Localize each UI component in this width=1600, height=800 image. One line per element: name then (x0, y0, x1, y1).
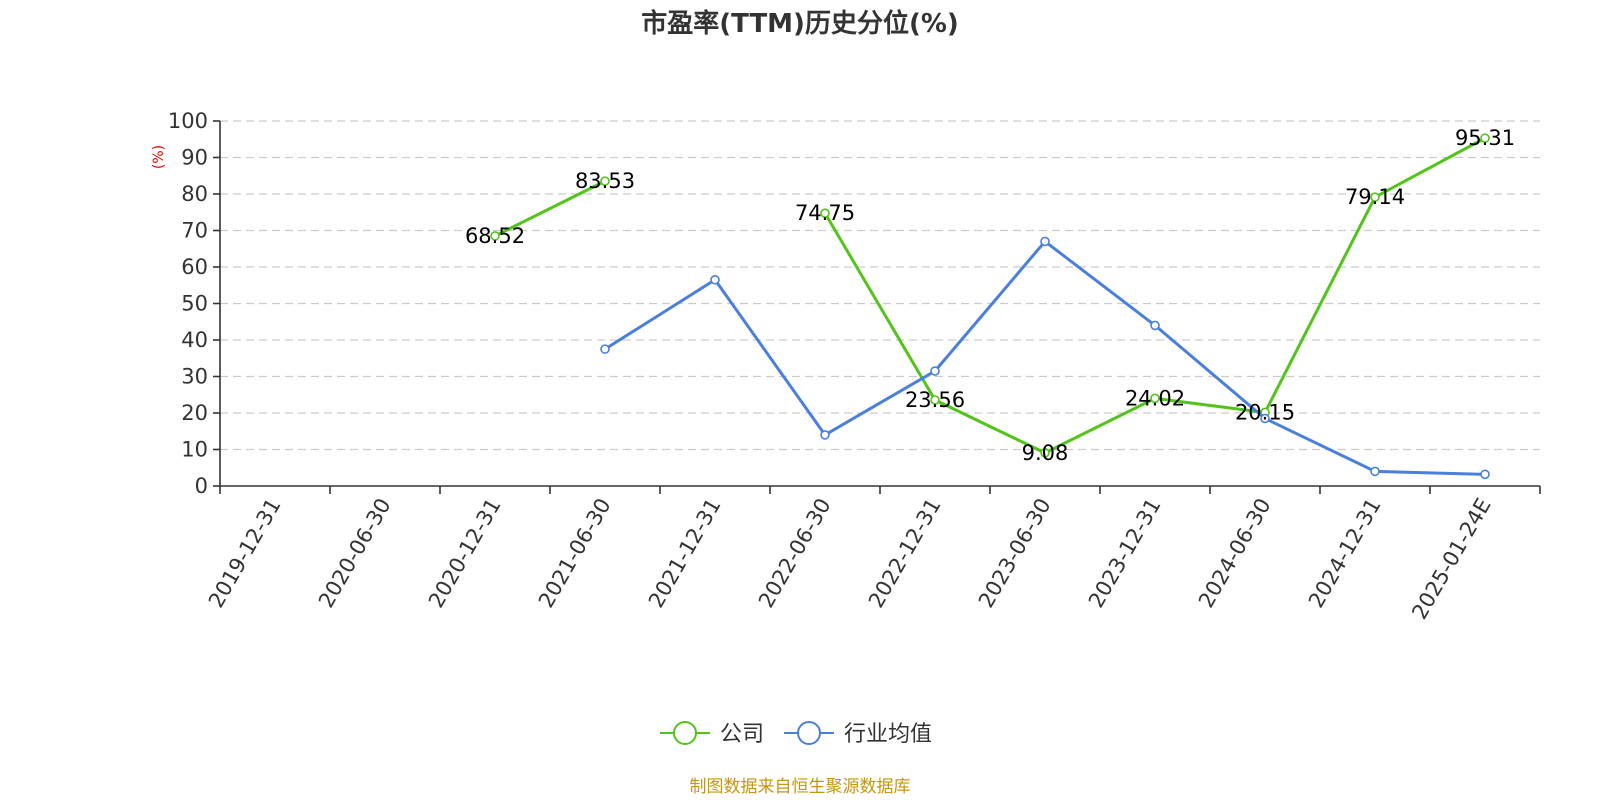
y-tick-label: 20 (181, 401, 208, 425)
chart-title: 市盈率(TTM)历史分位(%) (641, 8, 959, 39)
data-label: 24.02 (1125, 386, 1185, 410)
data-point[interactable] (1370, 192, 1380, 202)
data-point[interactable] (1480, 133, 1490, 143)
legend-marker-icon (673, 721, 697, 745)
data-point[interactable] (600, 176, 610, 186)
legend-item-industry-average[interactable]: 行业均值 (784, 721, 932, 747)
data-label: 95.31 (1455, 126, 1515, 150)
x-tick-label: 2024-06-30 (1194, 494, 1276, 612)
x-tick-label: 2020-12-31 (424, 494, 506, 612)
data-point[interactable] (600, 344, 610, 354)
data-point[interactable] (1260, 413, 1270, 424)
legend-marker-icon (797, 721, 822, 745)
data-label: 23.56 (905, 388, 965, 412)
x-tick-label: 2022-06-30 (754, 494, 836, 612)
data-point[interactable] (1040, 448, 1050, 458)
legend-item-company[interactable]: 公司 (660, 721, 764, 747)
data-point[interactable] (820, 430, 830, 440)
data-point[interactable] (1150, 320, 1160, 331)
y-tick-label: 10 (181, 438, 208, 462)
x-tick-label: 2023-06-30 (974, 494, 1056, 612)
y-tick-label: 60 (181, 255, 208, 279)
axes: 0 10 20 30 40 50 60 70 80 90 100 2019-12-31 2020-06-… (168, 109, 1541, 623)
grid (220, 120, 1540, 451)
y-tick-label: 80 (181, 182, 208, 206)
y-tick-label: 100 (168, 109, 208, 133)
y-tick-label: 30 (181, 365, 208, 389)
data-point[interactable] (490, 231, 500, 241)
data-point[interactable] (1040, 236, 1050, 247)
data-label: 68.52 (465, 224, 525, 248)
x-tick-label: 2021-12-31 (644, 494, 726, 612)
series-line (604, 239, 1486, 476)
y-tick-label: 70 (181, 219, 208, 243)
source-note: 制图数据来自恒生聚源数据库 (690, 777, 911, 797)
x-tick-label: 2023-12-31 (1084, 494, 1166, 612)
data-labels: 68.52 83.53 74.75 23.56 9.08 24.02 20.15 79.14 9… (465, 126, 1515, 465)
x-tick-label: 2022-12-31 (864, 494, 946, 612)
series-industry-average (600, 236, 1490, 480)
y-tick-label: 50 (181, 292, 208, 316)
data-point[interactable] (1370, 466, 1380, 477)
x-tick-label: 2020-06-30 (314, 494, 396, 612)
y-tick-label: 0 (195, 474, 208, 498)
data-label: 83.53 (575, 169, 635, 193)
data-point[interactable] (930, 395, 940, 405)
data-point[interactable] (1150, 393, 1160, 404)
x-tick-label: 2024-12-31 (1304, 494, 1386, 612)
data-point[interactable] (710, 274, 720, 285)
data-point[interactable] (1480, 469, 1490, 480)
series-company (490, 133, 1490, 458)
x-tick-label: 2025-01-24E (1407, 494, 1495, 623)
data-point[interactable] (820, 208, 830, 218)
y-tick-label: 90 (181, 146, 208, 170)
data-point[interactable] (930, 366, 940, 376)
data-label: 9.08 (1022, 441, 1069, 465)
data-label: 20.15 (1235, 400, 1295, 424)
y-tick-label: 40 (181, 328, 208, 352)
legend-label: 行业均值 (844, 722, 932, 747)
y-axis-label: (%) (151, 145, 167, 169)
data-label: 74.75 (795, 201, 855, 225)
legend[interactable]: 公司 行业均值 (660, 721, 932, 747)
series (490, 133, 1490, 480)
data-label: 79.14 (1345, 185, 1405, 209)
series-line (494, 179, 606, 238)
x-tick-label: 2019-12-31 (204, 494, 286, 612)
legend-label: 公司 (720, 722, 764, 747)
x-tick-label: 2021-06-30 (534, 494, 616, 612)
